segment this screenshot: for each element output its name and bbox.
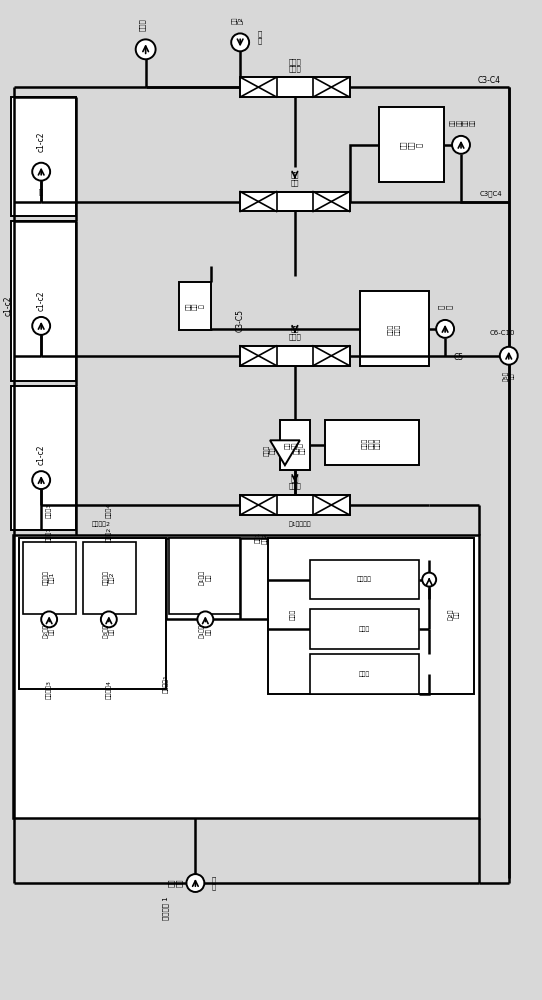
Bar [359, 291, 429, 366]
Text: 区域礼事2: 区域礼事2 [92, 521, 111, 527]
Bar [240, 495, 350, 515]
Bar [310, 609, 419, 649]
Text: 脱丁
烷塔
顶回
流泵: 脱丁 烷塔 顶回 流泵 [450, 119, 475, 126]
Text: 填充架: 填充架 [359, 627, 370, 632]
Bar [240, 192, 350, 211]
Text: c1-c2: c1-c2 [37, 132, 46, 152]
Text: 甲醇进料 1: 甲醇进料 1 [162, 896, 169, 920]
Bar [169, 538, 240, 614]
Text: 第1搅拌
单元: 第1搅拌 单元 [199, 570, 211, 585]
Circle shape [101, 611, 117, 627]
Circle shape [32, 163, 50, 181]
Text: 油相
回收: 油相 回收 [294, 447, 306, 454]
Circle shape [186, 874, 204, 892]
Text: C6-C10: C6-C10 [490, 330, 515, 336]
Bar [14, 535, 479, 818]
Text: 回流
泵2: 回流 泵2 [232, 17, 244, 24]
Bar [240, 77, 350, 97]
Circle shape [452, 136, 470, 154]
Text: 反应气2: 反应气2 [106, 527, 112, 542]
Text: 反应气1: 反应气1 [47, 527, 52, 542]
Text: 脱丁
烷塔: 脱丁 烷塔 [291, 172, 299, 186]
Text: c1-c2: c1-c2 [4, 296, 13, 316]
Text: C3-C5: C3-C5 [236, 309, 244, 332]
Text: 反应产物1: 反应产物1 [163, 675, 169, 693]
Text: 第1区域礼务: 第1区域礼务 [288, 521, 311, 527]
Text: 冷凝架: 冷凝架 [359, 671, 370, 677]
Text: C3-C4: C3-C4 [478, 76, 500, 85]
Text: C3，C4: C3，C4 [480, 190, 502, 197]
Text: 丁烷
回收
塔: 丁烷 回收 塔 [401, 141, 422, 149]
Text: 脱丁烷
冷凝器: 脱丁烷 冷凝器 [288, 58, 301, 72]
Bar [280, 420, 310, 470]
Bar [11, 97, 76, 216]
Bar [379, 107, 444, 182]
Text: 戊烯
回流
罐: 戊烯 回流 罐 [186, 302, 205, 310]
Text: 反应模块
单元1: 反应模块 单元1 [43, 570, 55, 585]
Text: 第2搅拌
单元: 第2搅拌 单元 [43, 624, 55, 638]
Circle shape [32, 471, 50, 489]
Text: 循环压
缩机: 循环压 缩机 [264, 445, 276, 456]
Bar [23, 542, 76, 614]
Circle shape [500, 347, 518, 365]
Text: 区
罐: 区 罐 [258, 30, 262, 44]
Bar [268, 538, 474, 694]
Text: c1-c2: c1-c2 [37, 445, 46, 465]
Text: 气: 气 [39, 188, 43, 195]
Text: 不凝气: 不凝气 [139, 18, 146, 31]
Text: 反应炉4: 反应炉4 [106, 502, 112, 518]
Text: 第1搅拌
单元: 第1搅拌 单元 [199, 624, 211, 638]
Text: 第3搅拌
单元: 第3搅拌 单元 [103, 624, 115, 638]
Text: 气相1: 气相1 [255, 532, 261, 543]
Bar [11, 386, 76, 530]
Circle shape [231, 33, 249, 51]
Bar [240, 346, 350, 366]
Text: 产
品: 产 品 [438, 305, 452, 309]
Circle shape [422, 573, 436, 587]
Circle shape [436, 320, 454, 338]
Text: C5: C5 [454, 353, 464, 362]
Text: 第5塔
釜液: 第5塔 釜液 [503, 371, 515, 381]
Text: 反应产物3: 反应产物3 [47, 680, 52, 699]
Circle shape [32, 317, 50, 335]
Bar [20, 538, 165, 689]
Circle shape [41, 611, 57, 627]
Text: 气泵2: 气泵2 [262, 532, 268, 544]
Bar [179, 282, 211, 330]
Text: 循环水
与回收
混合罐: 循环水 与回收 混合罐 [362, 438, 381, 449]
Text: c1-c2: c1-c2 [37, 291, 46, 311]
Circle shape [197, 611, 214, 627]
Text: 湿气
分离塔: 湿气 分离塔 [288, 475, 301, 489]
Circle shape [136, 39, 156, 59]
Text: 第2反
应塔: 第2反 应塔 [448, 609, 460, 620]
Text: 反应炉3: 反应炉3 [47, 502, 52, 518]
Text: 反应模块
单元2: 反应模块 单元2 [103, 570, 115, 585]
Bar [310, 654, 419, 694]
Text: 反应产物4: 反应产物4 [106, 680, 112, 699]
Text: 区
罐: 区 罐 [211, 876, 215, 890]
Bar [325, 420, 419, 465]
Text: 戊烯
分离塔: 戊烯 分离塔 [288, 326, 301, 340]
Bar [11, 221, 76, 381]
Text: 戊烯顶
回流泵: 戊烯顶 回流泵 [388, 323, 401, 335]
Bar [83, 542, 136, 614]
Polygon shape [270, 440, 300, 465]
Bar [310, 560, 419, 599]
Text: 甲醇
蒸发: 甲醇 蒸发 [169, 879, 183, 887]
Text: 制化泵: 制化泵 [290, 609, 296, 620]
Text: 气液
分离
罐: 气液 分离 罐 [286, 442, 304, 449]
Text: 冷凝水罐: 冷凝水罐 [357, 577, 372, 582]
